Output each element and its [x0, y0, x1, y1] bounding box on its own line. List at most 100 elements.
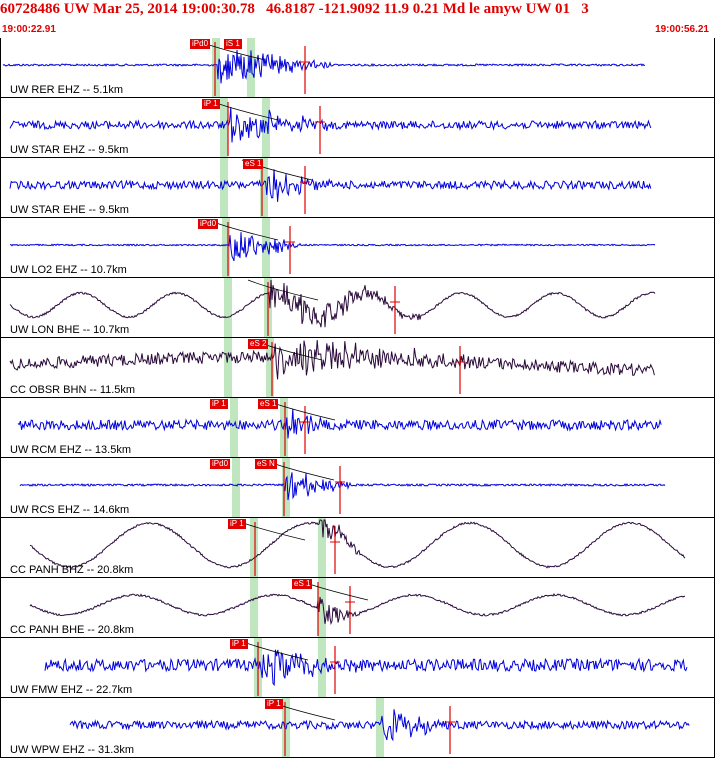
phase-pick-label[interactable]: eS 1: [243, 159, 264, 169]
panel-left-border: [0, 518, 1, 578]
phase-pick-label[interactable]: eS 2: [248, 339, 269, 349]
trace-line: [29, 592, 686, 626]
header: 60728486 UW Mar 25, 2014 19:00:30.78 46.…: [0, 0, 715, 38]
phase-window-band: [220, 158, 228, 218]
event-title: 60728486 UW Mar 25, 2014 19:00:30.78 46.…: [0, 1, 589, 17]
panel-divider: [0, 277, 715, 278]
phase-pick-label[interactable]: iP 1: [210, 399, 228, 409]
station-label: UW LON BHE -- 10.7km: [10, 324, 130, 336]
trace-panel: iP 1 UW FMW EHZ -- 22.7km: [0, 638, 715, 698]
trace-line: [9, 169, 652, 202]
phase-window-band: [376, 698, 384, 758]
station-label: UW RCM EHZ -- 13.5km: [10, 444, 131, 456]
phase-pick-label[interactable]: iP 1: [228, 519, 246, 529]
phase-pick-label[interactable]: iPd0: [190, 39, 211, 49]
phase-pick-label[interactable]: iS 1: [224, 39, 242, 49]
panel-divider: [0, 637, 715, 638]
phase-window-band: [318, 578, 326, 638]
waveform: [9, 219, 656, 276]
phase-pick-label[interactable]: iPd0: [210, 459, 231, 469]
phase-window-band: [250, 578, 258, 638]
panel-left-border: [0, 218, 1, 278]
station-label: UW RCS EHZ -- 14.6km: [10, 504, 130, 516]
panel-left-border: [0, 158, 1, 218]
panel-divider: [0, 157, 715, 158]
trace-panel: iPd0 iS 1 UW RER EHZ -- 5.1km: [0, 38, 715, 98]
phase-window-band: [260, 158, 268, 218]
trace-panel: UW LON BHE -- 10.7km: [0, 278, 715, 338]
panel-divider: [0, 97, 715, 98]
trace-panel: eS 1 CC PANH BHE -- 20.8km: [0, 578, 715, 638]
phase-pick-label[interactable]: iP 1: [202, 99, 220, 109]
phase-window-band: [266, 338, 274, 398]
trace-line: [2, 49, 646, 84]
start-time: 19:00:22.91: [2, 24, 56, 35]
station-label: UW STAR EHE -- 9.5km: [10, 204, 129, 216]
phase-window-band: [222, 218, 230, 278]
phase-pick-label[interactable]: iP 1: [230, 639, 248, 649]
station-label: UW LO2 EHZ -- 10.7km: [10, 264, 127, 276]
trace-panel: eS 1 UW STAR EHE -- 9.5km: [0, 158, 715, 218]
trace-line: [19, 472, 666, 501]
phase-window-band: [250, 518, 258, 578]
trace-panel: eS 2 CC OBSR BHN -- 11.5km: [0, 338, 715, 398]
station-label: UW RER EHZ -- 5.1km: [10, 84, 124, 96]
phase-window-band: [230, 398, 238, 458]
trace-panel: iPd0 UW LO2 EHZ -- 10.7km: [0, 218, 715, 278]
trace-line: [9, 339, 655, 380]
station-label: CC PANH BHZ -- 20.8km: [10, 564, 134, 576]
station-label: UW STAR EHZ -- 9.5km: [10, 144, 129, 156]
trace-panel: iP 1 eS 1 UW RCM EHZ -- 13.5km: [0, 398, 715, 458]
phase-pick-label[interactable]: eS 1: [258, 399, 279, 409]
panel-left-border: [0, 458, 1, 518]
waveform: [2, 39, 646, 96]
phase-window-band: [224, 338, 232, 398]
phase-window-band: [212, 38, 220, 98]
seismogram-plot: iPd0 iS 1 UW RER EHZ -- 5.1km iP 1 UW STAR E…: [0, 38, 715, 758]
phase-pick-label[interactable]: iPd0: [198, 219, 219, 229]
panel-left-border: [0, 578, 1, 638]
trace-line: [29, 519, 686, 569]
panel-left-border: [0, 698, 1, 758]
trace-line: [44, 649, 688, 687]
panel-left-border: [0, 398, 1, 458]
panel-divider: [0, 457, 715, 458]
phase-window-band: [282, 458, 290, 518]
station-label: UW FMW EHZ -- 22.7km: [10, 684, 133, 696]
phase-window-band: [247, 38, 255, 98]
panel-left-border: [0, 638, 1, 698]
panel-divider: [0, 217, 715, 218]
station-label: CC OBSR BHN -- 11.5km: [10, 384, 136, 396]
end-time: 19:00:56.21: [655, 24, 709, 35]
trace-line: [9, 107, 652, 143]
panel-left-border: [0, 278, 1, 338]
panel-left-border: [0, 38, 1, 98]
trace-panel: iP 1 UW STAR EHZ -- 9.5km: [0, 98, 715, 158]
phase-window-band: [318, 518, 326, 578]
waveform: [9, 279, 656, 336]
travel-time-curve: [207, 219, 279, 241]
panel-divider: [0, 577, 715, 578]
panel-divider: [0, 397, 715, 398]
panel-left-border: [0, 98, 1, 158]
phase-pick-label[interactable]: eS N: [255, 459, 277, 469]
trace-line: [9, 232, 656, 262]
phase-window-band: [262, 98, 270, 158]
phase-pick-label[interactable]: eS 1: [292, 579, 313, 589]
travel-time-curve: [247, 279, 319, 301]
trace-panel: iPd0 eS N UW RCS EHZ -- 14.6km: [0, 458, 715, 518]
phase-window-band: [232, 458, 240, 518]
panel-left-border: [0, 338, 1, 398]
trace-line: [69, 709, 690, 742]
panel-divider: [0, 337, 715, 338]
phase-pick-label[interactable]: iP 1: [265, 699, 283, 709]
trace-panel: iP 1 CC PANH BHZ -- 20.8km: [0, 518, 715, 578]
station-label: UW WPW EHZ -- 31.3km: [10, 744, 135, 756]
phase-window-band: [262, 218, 270, 278]
panel-divider: [0, 517, 715, 518]
panel-divider: [0, 697, 715, 698]
trace-line: [9, 279, 656, 328]
phase-window-band: [280, 398, 288, 458]
phase-window-band: [224, 278, 232, 338]
trace-panel: iP 1 UW WPW EHZ -- 31.3km: [0, 698, 715, 758]
